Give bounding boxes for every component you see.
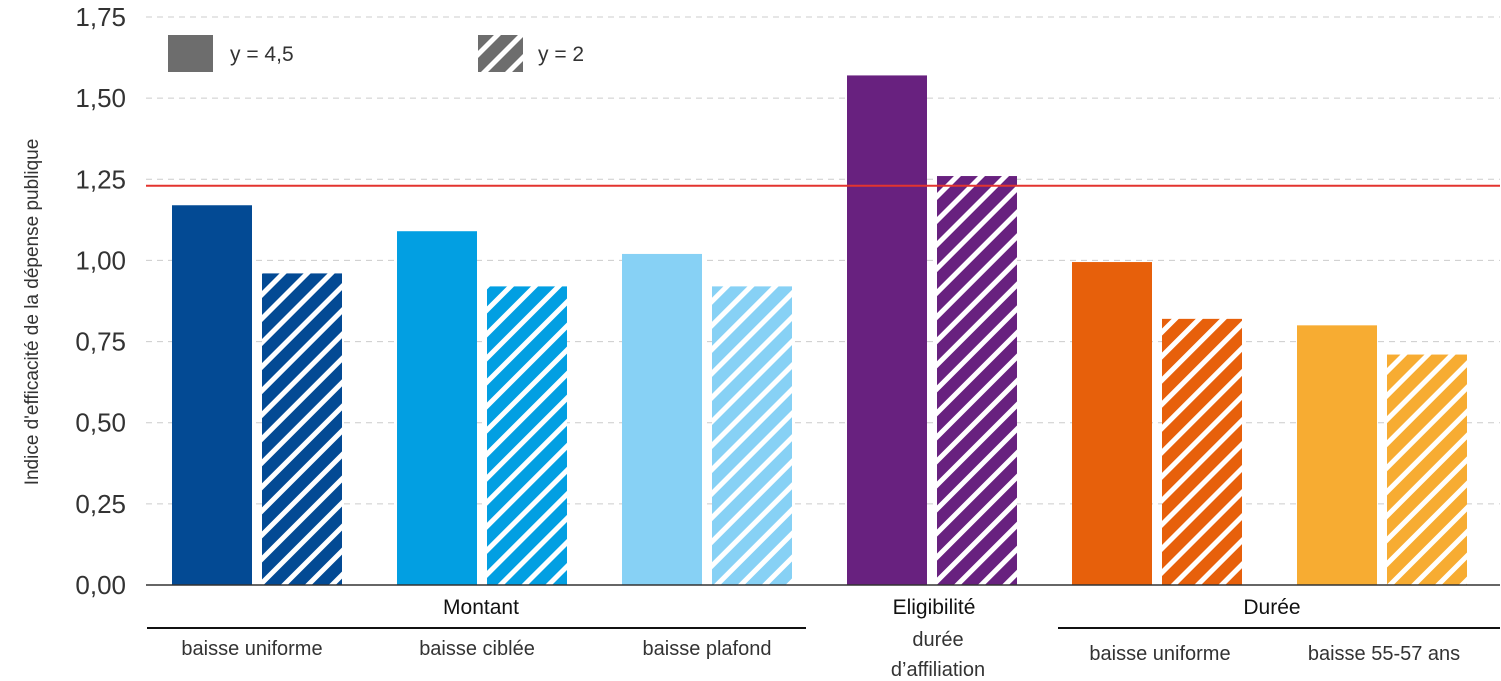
category-label-baisse-uniforme-duree: baisse uniforme	[1089, 643, 1230, 665]
legend-label-hatched: y = 2	[538, 43, 584, 66]
bar-y-2-2	[487, 286, 567, 585]
legend-swatch-solid	[168, 35, 213, 72]
legend: y = 4,5 y = 2	[168, 35, 584, 72]
legend-swatch-hatched	[478, 35, 523, 72]
bar-y-2-4	[937, 176, 1017, 586]
bar-y-4-5-3	[622, 253, 702, 586]
bar-y-4-5-4	[847, 75, 927, 586]
category-label-baisse-uniforme-montant: baisse uniforme	[181, 638, 322, 660]
y-axis-label: Indice d'efficacité de la dépense publiq…	[22, 139, 43, 486]
legend-label-solid: y = 4,5	[230, 43, 294, 66]
y-tick-label: 1,00	[75, 245, 126, 275]
bar-y-4-5-5	[1072, 262, 1152, 585]
category-label-baisse-plafond: baisse plafond	[643, 638, 772, 660]
y-tick-label: 1,25	[75, 164, 126, 194]
group-label-montant: Montant	[443, 596, 519, 619]
bar-y-2-5	[1162, 318, 1242, 585]
grid-lines	[146, 16, 1500, 505]
category-label-baisse-55-57-ans: baisse 55-57 ans	[1308, 643, 1460, 665]
bar-y-4-5-1	[172, 205, 252, 585]
bar-y-2-3	[712, 286, 792, 585]
y-tick-label: 1,75	[75, 2, 126, 32]
y-tick-label: 0,00	[75, 570, 126, 600]
y-tick-label: 0,25	[75, 489, 126, 519]
x-axis-labels: Montant Eligibilité Durée baisse uniform…	[147, 596, 1500, 681]
group-label-eligibilite: Eligibilité	[893, 596, 976, 619]
y-axis-ticks: 0,00 0,25 0,50 0,75 1,00 1,25 1,50 1,75	[75, 2, 126, 600]
bar-y-4-5-6	[1297, 325, 1377, 585]
category-label-duree-line2: d’affiliation	[891, 659, 985, 681]
group-label-duree: Durée	[1243, 596, 1300, 619]
y-tick-label: 1,50	[75, 83, 126, 113]
y-tick-label: 0,75	[75, 327, 126, 357]
category-label-duree-line1: durée	[912, 629, 963, 651]
category-label-baisse-ciblee: baisse ciblée	[419, 638, 535, 660]
bar-y-2-6	[1387, 354, 1467, 585]
bars	[172, 75, 1467, 586]
bar-y-4-5-2	[397, 231, 477, 585]
bar-y-2-1	[262, 273, 342, 585]
y-tick-label: 0,50	[75, 408, 126, 438]
